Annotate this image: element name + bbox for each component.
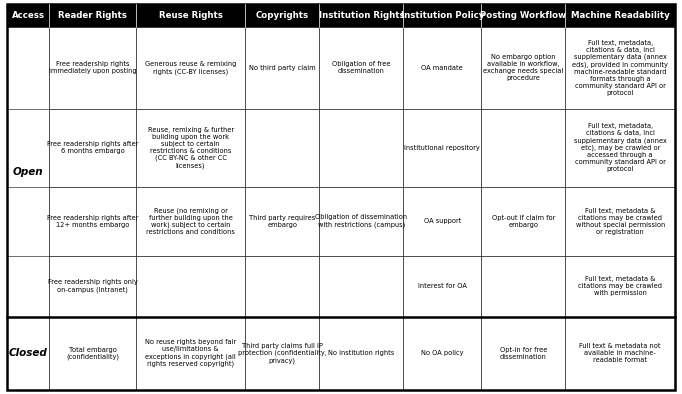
Bar xyxy=(7,4,49,27)
Text: Full text, metadata,
citations & data, incl
supplementary data (annex
eds), prov: Full text, metadata, citations & data, i… xyxy=(572,40,668,96)
Text: No embargo option
available in workflow,
exchange needs special
procedure: No embargo option available in workflow,… xyxy=(483,54,563,82)
Text: Full text, metadata &
citations may be crawled
with permission: Full text, metadata & citations may be c… xyxy=(578,276,662,296)
Text: Institutional repository: Institutional repository xyxy=(404,145,480,151)
Text: No third party claim: No third party claim xyxy=(249,65,316,71)
Text: Opt-in for free
dissemination: Opt-in for free dissemination xyxy=(500,347,547,360)
Text: OA mandate: OA mandate xyxy=(421,65,463,71)
Bar xyxy=(136,4,246,27)
Text: Third party requires
embargo: Third party requires embargo xyxy=(249,215,316,228)
Bar xyxy=(403,256,481,317)
Bar xyxy=(403,109,481,186)
Bar xyxy=(319,109,403,186)
Bar xyxy=(136,186,246,256)
Bar xyxy=(7,4,675,27)
Bar xyxy=(136,27,246,109)
Bar xyxy=(481,4,565,27)
Bar xyxy=(565,109,675,186)
Bar xyxy=(136,256,246,317)
Text: No OA policy: No OA policy xyxy=(421,350,464,356)
Text: Access: Access xyxy=(12,11,44,20)
Text: Generous reuse & remixing
rights (CC-BY licenses): Generous reuse & remixing rights (CC-BY … xyxy=(145,61,236,75)
Text: Full text & metadata not
available in machine-
readable format: Full text & metadata not available in ma… xyxy=(580,343,661,363)
Bar xyxy=(7,27,49,317)
Bar xyxy=(481,317,565,390)
Bar xyxy=(49,4,136,27)
Text: Free readership rights after
6 months embargo: Free readership rights after 6 months em… xyxy=(47,141,138,154)
Bar xyxy=(481,27,565,109)
Bar xyxy=(565,4,675,27)
Bar xyxy=(49,256,136,317)
Text: No reuse rights beyond fair
use/limitations &
exceptions in copyright (all
right: No reuse rights beyond fair use/limitati… xyxy=(145,339,236,367)
Text: Open: Open xyxy=(13,167,43,177)
Bar xyxy=(565,186,675,256)
Bar xyxy=(246,4,319,27)
Bar xyxy=(246,186,319,256)
Text: Full text, metadata &
citations may be crawled
without special permission
or reg: Full text, metadata & citations may be c… xyxy=(576,208,665,235)
Text: Full text, metadata,
citations & data, incl
supplementary data (annex
etc), may : Full text, metadata, citations & data, i… xyxy=(574,123,667,172)
Bar xyxy=(49,317,136,390)
Text: Copyrights: Copyrights xyxy=(256,11,309,20)
Text: Free readership rights after
12+ months embargo: Free readership rights after 12+ months … xyxy=(47,215,138,228)
Text: Closed: Closed xyxy=(9,348,47,358)
Bar xyxy=(319,317,403,390)
Text: Opt-out if claim for
embargo: Opt-out if claim for embargo xyxy=(492,215,555,228)
Text: Reader Rights: Reader Rights xyxy=(58,11,127,20)
Bar xyxy=(481,186,565,256)
Text: Institution Policy: Institution Policy xyxy=(401,11,484,20)
Text: No institution rights: No institution rights xyxy=(328,350,395,356)
Bar xyxy=(49,27,136,109)
Text: Third party claims full IP
protection (confidentiality,
privacy): Third party claims full IP protection (c… xyxy=(238,343,327,364)
Bar xyxy=(403,27,481,109)
Bar xyxy=(403,4,481,27)
Text: Institution Rights: Institution Rights xyxy=(318,11,404,20)
Bar xyxy=(49,109,136,186)
Bar xyxy=(565,317,675,390)
Text: Obligation of free
dissemination: Obligation of free dissemination xyxy=(332,61,391,74)
Bar xyxy=(246,317,319,390)
Text: OA support: OA support xyxy=(424,218,461,224)
Text: Reuse Rights: Reuse Rights xyxy=(159,11,222,20)
Text: Free readership rights
immediately upon posting: Free readership rights immediately upon … xyxy=(49,61,136,74)
Bar xyxy=(481,109,565,186)
Bar xyxy=(7,317,49,390)
Bar xyxy=(565,256,675,317)
Bar xyxy=(246,256,319,317)
Text: Free readership rights only
on-campus (Intranet): Free readership rights only on-campus (I… xyxy=(48,279,138,293)
Bar xyxy=(246,27,319,109)
Text: Reuse, remixing & further
building upon the work
subject to certain
restrictions: Reuse, remixing & further building upon … xyxy=(147,127,234,169)
Text: Machine Readability: Machine Readability xyxy=(571,11,670,20)
Bar xyxy=(319,4,403,27)
Text: Posting Workflow: Posting Workflow xyxy=(480,11,566,20)
Text: Obligation of dissemination
with restrictions (campus): Obligation of dissemination with restric… xyxy=(315,214,407,228)
Bar xyxy=(319,256,403,317)
Text: Reuse (no remixing or
further building upon the
work) subject to certain
restric: Reuse (no remixing or further building u… xyxy=(146,207,235,235)
Bar xyxy=(565,27,675,109)
Bar xyxy=(136,109,246,186)
Bar xyxy=(481,256,565,317)
Bar xyxy=(319,186,403,256)
Bar xyxy=(403,317,481,390)
Bar xyxy=(49,186,136,256)
Bar xyxy=(136,317,246,390)
Bar xyxy=(319,27,403,109)
Text: Total embargo
(confidentiality): Total embargo (confidentiality) xyxy=(66,347,119,360)
Bar xyxy=(246,109,319,186)
Bar xyxy=(403,186,481,256)
Text: Interest for OA: Interest for OA xyxy=(418,283,466,289)
